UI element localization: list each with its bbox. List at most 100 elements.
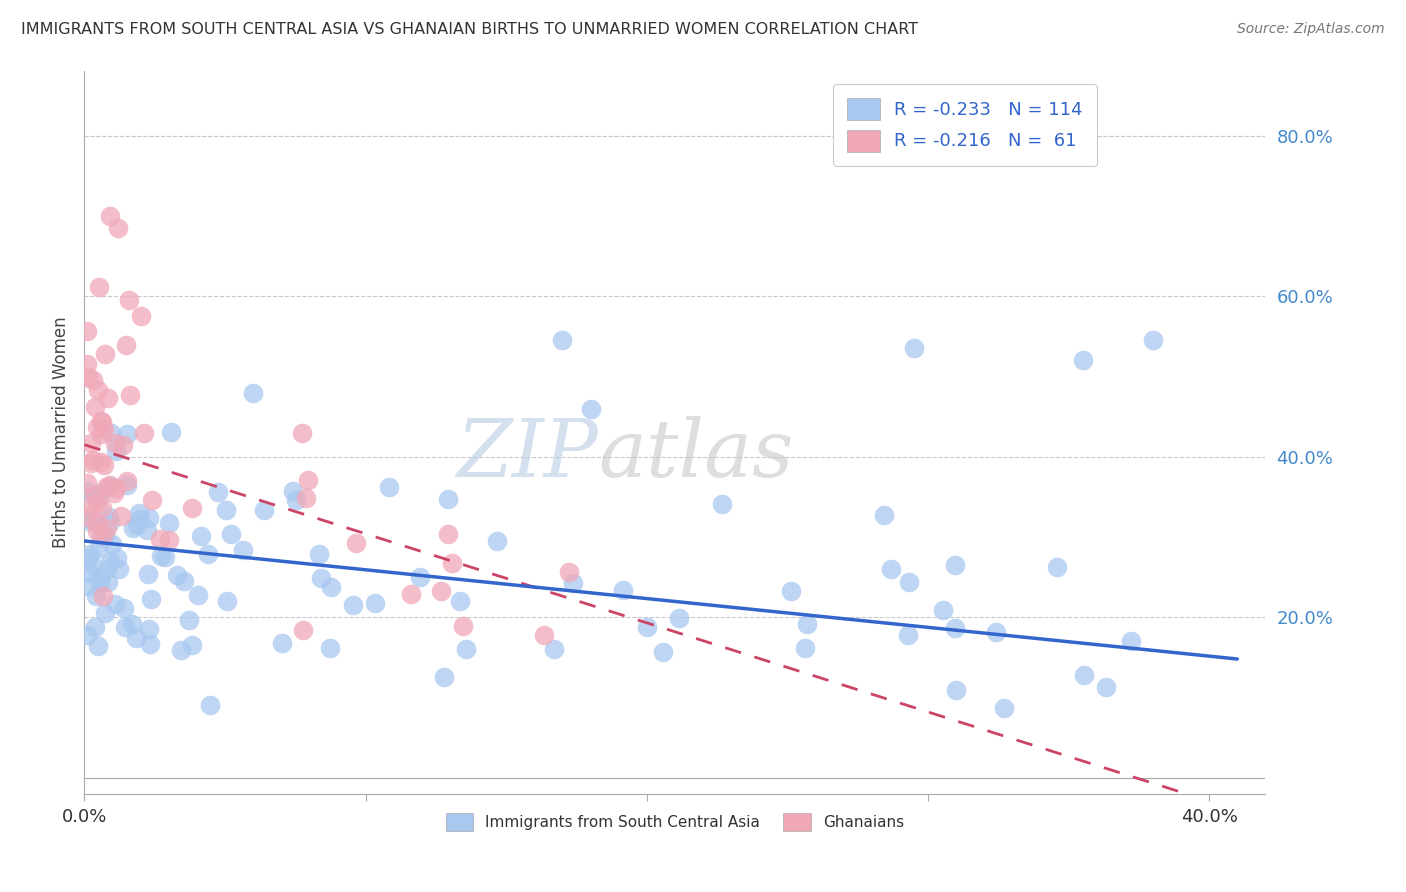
Point — [399, 587, 422, 601]
Point — [198, 698, 221, 712]
Point — [1071, 353, 1094, 368]
Point — [136, 523, 159, 537]
Point — [121, 617, 143, 632]
Point — [84, 620, 107, 634]
Point — [173, 574, 195, 588]
Point — [557, 566, 579, 580]
Point — [139, 638, 162, 652]
Point — [76, 357, 98, 371]
Point — [77, 514, 100, 528]
Point — [84, 589, 107, 603]
Point — [84, 491, 107, 505]
Point — [636, 620, 658, 634]
Point — [129, 309, 152, 323]
Point — [155, 550, 177, 565]
Point — [76, 509, 98, 524]
Point — [219, 527, 242, 541]
Point — [108, 562, 131, 576]
Point — [129, 512, 152, 526]
Point — [97, 391, 120, 405]
Point — [181, 639, 204, 653]
Point — [91, 528, 114, 542]
Point — [169, 642, 191, 657]
Point — [96, 521, 118, 535]
Point — [149, 549, 172, 564]
Point — [242, 385, 264, 400]
Point — [110, 508, 132, 523]
Point — [125, 631, 148, 645]
Point — [98, 515, 121, 529]
Point — [86, 495, 108, 509]
Point — [87, 490, 110, 504]
Point — [485, 533, 508, 548]
Point — [115, 477, 138, 491]
Point — [291, 623, 314, 637]
Point — [114, 337, 136, 351]
Point — [993, 701, 1015, 715]
Point — [90, 414, 112, 428]
Point — [166, 568, 188, 582]
Point — [120, 387, 142, 401]
Point — [436, 491, 458, 506]
Point — [86, 640, 108, 654]
Point — [160, 425, 183, 439]
Point — [132, 425, 155, 440]
Point — [90, 455, 112, 469]
Point — [409, 570, 432, 584]
Point — [433, 670, 456, 684]
Point — [138, 510, 160, 524]
Point — [76, 628, 98, 642]
Point — [80, 436, 103, 450]
Point — [93, 529, 115, 543]
Point — [90, 530, 112, 544]
Point — [97, 510, 120, 524]
Y-axis label: Births to Unmarried Women: Births to Unmarried Women — [52, 317, 70, 549]
Point — [157, 516, 180, 530]
Point — [454, 641, 477, 656]
Point — [311, 571, 333, 585]
Point — [98, 209, 121, 223]
Point — [436, 527, 458, 541]
Point — [270, 636, 292, 650]
Point — [668, 611, 690, 625]
Point — [141, 493, 163, 508]
Point — [104, 436, 127, 450]
Point — [180, 501, 202, 516]
Text: ZIP: ZIP — [457, 416, 598, 493]
Point — [87, 383, 110, 397]
Point — [76, 579, 98, 593]
Point — [297, 473, 319, 487]
Point — [543, 641, 565, 656]
Point — [562, 576, 585, 591]
Point — [197, 547, 219, 561]
Point — [932, 603, 955, 617]
Point — [1046, 559, 1069, 574]
Point — [105, 482, 128, 496]
Point — [342, 598, 364, 612]
Point — [76, 551, 98, 566]
Point — [76, 484, 98, 499]
Point — [93, 422, 115, 436]
Point — [157, 533, 180, 547]
Point — [215, 503, 238, 517]
Point — [308, 547, 330, 561]
Point — [125, 518, 148, 533]
Point — [79, 547, 101, 561]
Point — [207, 485, 229, 500]
Point — [101, 537, 124, 551]
Point — [319, 640, 342, 655]
Point — [612, 583, 634, 598]
Point — [105, 444, 128, 458]
Point — [378, 480, 401, 494]
Point — [98, 478, 121, 492]
Point — [879, 562, 901, 576]
Point — [149, 533, 172, 547]
Point — [103, 485, 125, 500]
Point — [76, 324, 98, 338]
Point — [96, 574, 118, 589]
Point — [579, 401, 602, 416]
Point — [652, 645, 675, 659]
Point — [91, 500, 114, 515]
Point — [94, 607, 117, 621]
Point — [179, 613, 201, 627]
